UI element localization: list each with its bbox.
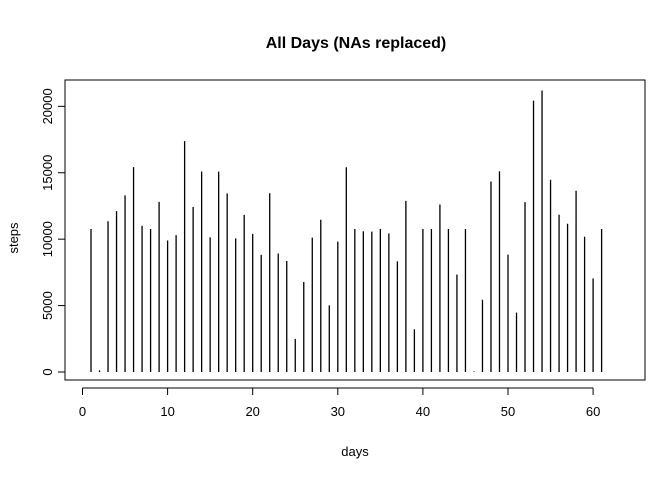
bars-group — [90, 90, 603, 372]
x-tick-label-40: 40 — [416, 404, 430, 419]
chart-title: All Days (NAs replaced) — [266, 35, 447, 52]
y-tick-label-20000: 20000 — [40, 88, 55, 124]
x-tick-label-60: 60 — [586, 404, 600, 419]
y-tick-label-5000: 5000 — [40, 291, 55, 320]
y-tick-label-0: 0 — [40, 368, 55, 375]
y-tick-label-15000: 15000 — [40, 155, 55, 191]
x-tick-label-10: 10 — [160, 404, 174, 419]
x-tick-label-0: 0 — [79, 404, 86, 419]
x-axis: 0 10 20 30 40 50 60 — [79, 387, 600, 419]
y-tick-label-10000: 10000 — [40, 221, 55, 257]
x-tick-label-30: 30 — [331, 404, 345, 419]
x-tick-label-50: 50 — [501, 404, 515, 419]
y-axis-label: steps — [6, 222, 21, 254]
x-tick-label-20: 20 — [245, 404, 259, 419]
x-axis-label: days — [341, 444, 369, 459]
y-axis: 0 5000 10000 15000 20000 — [40, 88, 66, 376]
